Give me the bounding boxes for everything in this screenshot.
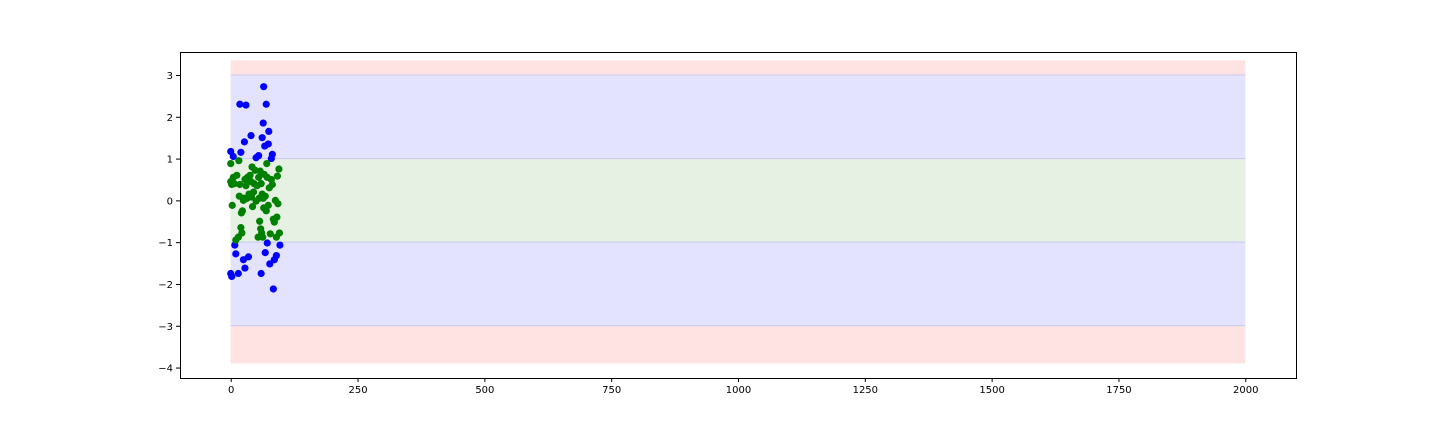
data-point: [264, 140, 272, 148]
data-point: [230, 180, 238, 188]
data-point: [228, 272, 236, 281]
x-tick-label: 500: [475, 385, 494, 396]
x-tick-label: 0: [228, 385, 234, 396]
y-tick-label: −2: [158, 280, 173, 291]
y-tick-label: 3: [167, 71, 173, 82]
data-point: [238, 229, 246, 237]
data-point: [228, 201, 236, 209]
data-point: [247, 131, 255, 140]
data-point: [268, 150, 276, 158]
x-tick-label: 1750: [1106, 385, 1131, 396]
x-tick-label: 250: [348, 385, 367, 396]
data-point: [236, 180, 244, 189]
data-point: [237, 148, 245, 156]
data-point: [262, 207, 270, 215]
data-point: [260, 83, 268, 91]
data-point: [249, 188, 258, 196]
data-point: [255, 173, 263, 181]
data-point: [273, 213, 281, 221]
data-point: [269, 285, 277, 293]
data-point: [259, 233, 267, 241]
data-point: [257, 269, 265, 278]
band-2: [230, 158, 1246, 243]
y-tick-label: −1: [158, 238, 173, 249]
x-tick-label: 1500: [979, 385, 1004, 396]
data-point: [272, 251, 280, 260]
x-tick-label: 2000: [1233, 385, 1258, 396]
data-point: [263, 239, 271, 247]
data-point: [276, 241, 284, 249]
data-point: [264, 201, 272, 209]
y-tick-label: 1: [167, 155, 173, 166]
data-point: [233, 171, 241, 179]
x-tick-label: 750: [602, 385, 621, 396]
data-point: [258, 134, 266, 142]
data-point: [238, 207, 246, 215]
data-point: [241, 264, 249, 272]
data-point: [255, 152, 263, 160]
data-point: [244, 253, 253, 261]
data-point: [242, 101, 250, 109]
x-tick-label: 1250: [853, 385, 878, 396]
data-point: [275, 165, 283, 173]
y-tick-label: 0: [167, 196, 173, 207]
bands-layer: [230, 60, 1246, 364]
data-point: [261, 249, 269, 257]
data-point: [234, 269, 242, 278]
data-point: [266, 230, 274, 238]
y-tick-label: 2: [167, 113, 173, 124]
data-point: [256, 217, 264, 225]
data-point: [237, 223, 245, 232]
data-point: [235, 157, 243, 165]
data-point: [232, 250, 240, 258]
y-axis: 3 2 1 0 −1 −2 −3 −4: [158, 71, 180, 375]
data-point: [266, 260, 274, 268]
data-point: [236, 100, 244, 108]
data-point: [259, 119, 267, 127]
data-point: [268, 180, 276, 189]
data-point: [240, 138, 249, 146]
x-axis: 0 250 500 750 1000 1250 1500 1750 2000: [228, 378, 1258, 396]
y-tick-label: −4: [158, 364, 173, 375]
y-tick-label: −3: [158, 322, 173, 333]
data-point: [248, 203, 257, 211]
data-point: [257, 180, 265, 188]
points-layer: [227, 83, 284, 293]
data-point: [229, 152, 237, 161]
x-tick-label: 1000: [726, 385, 751, 396]
data-point: [263, 159, 271, 168]
data-point: [265, 127, 273, 136]
data-point: [246, 171, 254, 179]
data-point: [275, 229, 284, 237]
data-point: [227, 159, 235, 168]
data-point: [273, 172, 281, 180]
data-point: [262, 100, 270, 108]
data-point: [274, 200, 282, 208]
data-point: [261, 192, 269, 200]
